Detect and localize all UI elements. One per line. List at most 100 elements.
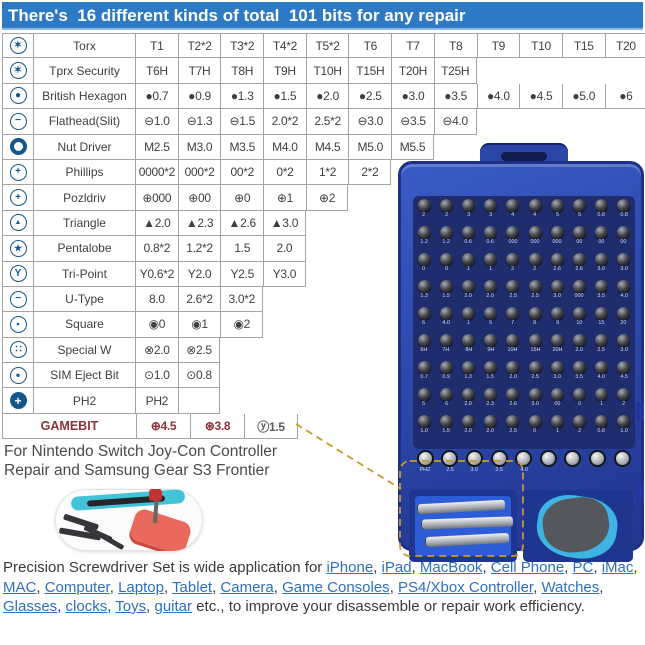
- text-sep: ,: [482, 559, 491, 576]
- bit-icon: [461, 334, 475, 347]
- bit-size-cell: M2.5: [135, 134, 178, 160]
- bit-label: 3.0: [553, 293, 561, 299]
- bit-label: 4.0: [442, 320, 451, 326]
- link-computer[interactable]: Computer: [44, 578, 110, 596]
- icon-cell: •: [2, 363, 33, 389]
- bit-size-cell: ⊕2: [305, 185, 349, 211]
- big-bit-icon: [465, 450, 483, 467]
- link-camera[interactable]: Camera: [220, 578, 274, 596]
- bit-slot: 2: [613, 388, 635, 415]
- bit-size-cell: ●2.0: [305, 83, 349, 110]
- big-bit-label: 3.5: [495, 467, 503, 473]
- bit-slot: 2.6: [502, 388, 524, 415]
- link-macbook[interactable]: MacBook: [419, 559, 483, 576]
- bit-label: 3.0: [531, 401, 539, 407]
- table-row: ▪ Square ◉0 ◉1 ◉2: [2, 312, 645, 338]
- bit-label: 3.0: [553, 374, 561, 380]
- bit-label: 0.9: [442, 374, 451, 380]
- link-clocks[interactable]: clocks: [65, 598, 108, 615]
- link-guitar[interactable]: guitar: [154, 598, 193, 615]
- bit-icon: [506, 280, 520, 293]
- bit-icon: [484, 334, 498, 347]
- bit-icon: [461, 361, 475, 374]
- bit-size-cell: T1: [135, 33, 178, 59]
- link-glasses[interactable]: Glasses: [3, 598, 58, 615]
- link-iphone[interactable]: iPhone: [326, 559, 374, 576]
- bit-label: 0.8: [620, 212, 628, 218]
- bit-icon: [506, 253, 520, 266]
- text-sep: ,: [273, 578, 283, 596]
- bit-slot: 2.0: [480, 280, 502, 307]
- bit-slot: 00: [546, 388, 568, 415]
- link-laptop[interactable]: Laptop: [118, 578, 164, 596]
- bit-size-cell: T3*2: [220, 33, 264, 59]
- bit-slot: 15: [591, 307, 613, 334]
- bit-label: 0: [577, 401, 581, 407]
- bit-size-cell: ●4.0: [476, 83, 520, 110]
- icon-cell: ★: [2, 236, 33, 262]
- link-pc[interactable]: PC: [572, 559, 594, 576]
- bit-size-cell: ⊕4.5: [136, 413, 190, 440]
- link-cell-phone[interactable]: Cell Phone: [490, 559, 565, 576]
- bit-slot: 6: [413, 307, 435, 334]
- link-tablet[interactable]: Tablet: [172, 578, 213, 596]
- bit-label: 20: [620, 320, 627, 326]
- bit-label: 1: [600, 401, 604, 407]
- gamebit-label: GAMEBIT: [2, 413, 136, 440]
- link-ipad[interactable]: iPad: [381, 559, 412, 576]
- bit-label: 5: [422, 401, 426, 407]
- bit-slot: 1.5: [435, 280, 457, 307]
- bit-slot: 2.0: [457, 280, 479, 307]
- bit-size-cell: ▲2.3: [177, 210, 221, 237]
- row-label: Nut Driver: [33, 134, 135, 160]
- link-game-consoles[interactable]: Game Consoles: [282, 578, 390, 596]
- bit-slot: 2.5: [502, 415, 524, 442]
- bit-size-cell: Y3.0: [263, 261, 306, 287]
- bit-icon: [550, 334, 564, 347]
- bit-grid-row: 6 4.0 1 5 7 8 9 10 15 20: [413, 307, 635, 334]
- bit-icon: [595, 280, 609, 293]
- bit-slot: 0: [524, 415, 546, 442]
- bit-slot: 1.2: [413, 226, 435, 253]
- bit-size-cell: ⊖1.0: [135, 109, 178, 135]
- bit-size-cell: 000*2: [177, 159, 221, 186]
- bit-label: 6H: [420, 347, 428, 353]
- table-row: − U-Type 8.0 2.6*2 3.0*2: [2, 286, 645, 313]
- bit-size-cell: 2.0*2: [263, 109, 306, 135]
- bit-slot: 10H: [502, 334, 524, 361]
- link-ps4-xbox-controller[interactable]: PS4/Xbox Controller: [398, 578, 534, 596]
- bit-icon: [572, 334, 586, 347]
- bit-size-cell: T7: [391, 33, 434, 59]
- link-imac[interactable]: iMac: [601, 559, 634, 576]
- bit-grid-row: 0.7 0.9 1.3 1.5 2.0 2.5 3.0 3.5 4.0 4.5: [413, 361, 635, 388]
- bit-icon: [617, 280, 631, 293]
- bit-label: 2.0: [464, 428, 473, 434]
- bit-label: 5: [555, 212, 559, 218]
- bit-icon: [617, 307, 631, 320]
- big-bit-icon: [441, 450, 459, 467]
- bit-icon: [506, 415, 520, 428]
- bit-label: 2.0: [464, 401, 473, 407]
- row-label: Phillips: [33, 159, 135, 186]
- text-sep: ,: [107, 598, 116, 615]
- bit-label: 20H: [552, 347, 563, 353]
- link-mac[interactable]: MAC: [3, 578, 37, 596]
- bit-size-cell: T2*2: [177, 33, 221, 59]
- bit-icon: [550, 226, 564, 239]
- bit-icon: [417, 415, 431, 428]
- bit-icon: [461, 307, 475, 320]
- table-row: ★ Pentalobe 0.8*2 1.2*2 1.5 2.0: [2, 236, 645, 262]
- link-watches[interactable]: Watches: [541, 578, 600, 596]
- joycon-repair-photo: [55, 489, 203, 551]
- bit-icon: [595, 334, 609, 347]
- big-bit-icon: [490, 450, 508, 467]
- bit-icon: [461, 199, 475, 212]
- bit-label: 0.6: [486, 239, 495, 245]
- bit-slot: 0: [568, 388, 590, 415]
- link-toys[interactable]: Toys: [115, 598, 147, 615]
- big-bit-label: 2.5: [446, 467, 454, 473]
- bit-icon: [617, 226, 631, 239]
- bit-size-cell: 0.8*2: [135, 236, 178, 262]
- bit-slot: 2.0: [457, 388, 479, 415]
- bit-size-cell: M3.0: [177, 134, 221, 160]
